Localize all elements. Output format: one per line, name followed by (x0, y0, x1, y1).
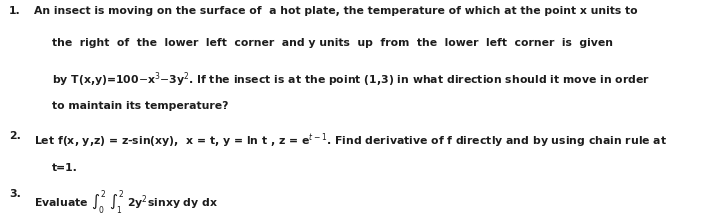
Text: t=1.: t=1. (52, 163, 78, 173)
Text: the  right  of  the  lower  left  corner  and y units  up  from  the  lower  lef: the right of the lower left corner and y… (52, 38, 613, 48)
Text: by T(x,y)=100$-$x$^3$$-$3y$^2$. If the insect is at the point (1,3) in what dire: by T(x,y)=100$-$x$^3$$-$3y$^2$. If the i… (52, 70, 650, 89)
Text: 2.: 2. (9, 131, 21, 141)
Text: 3.: 3. (9, 189, 21, 199)
Text: Evaluate $\int_{0}^{2}$ $\int_{1}^{2}$ 2y$^2$sinxy dy dx: Evaluate $\int_{0}^{2}$ $\int_{1}^{2}$ 2… (34, 189, 218, 213)
Text: to maintain its temperature?: to maintain its temperature? (52, 101, 228, 111)
Text: Let f(x, y,z) = z-sin(xy),  x = t, y = ln t , z = e$^{t-1}$. Find derivative of : Let f(x, y,z) = z-sin(xy), x = t, y = ln… (34, 131, 668, 150)
Text: 1.: 1. (9, 6, 21, 16)
Text: An insect is moving on the surface of  a hot plate, the temperature of which at : An insect is moving on the surface of a … (34, 6, 638, 16)
